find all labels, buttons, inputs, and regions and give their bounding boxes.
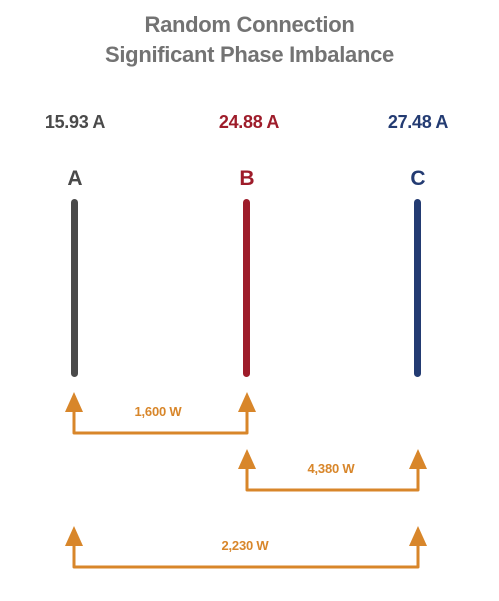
phase-b-current: 24.88 A: [218, 112, 280, 132]
connection-b-c-line: [245, 467, 420, 492]
connection-a-b-power: 1,600 W: [134, 404, 182, 419]
title-line-2: Significant Phase Imbalance: [105, 42, 394, 67]
phase-b-label: B: [239, 167, 255, 190]
arrowhead-c-1: [409, 449, 427, 469]
connection-a-c-line: [72, 544, 420, 569]
connection-a-c-power: 2,230 W: [221, 538, 269, 553]
title-line-1: Random Connection: [144, 12, 355, 37]
arrowhead-a-1: [65, 392, 83, 412]
arrowhead-c-2: [409, 526, 427, 546]
arrowhead-b-1: [238, 392, 256, 412]
phase-a-label: A: [67, 167, 83, 190]
phase-c-bar: [414, 199, 421, 377]
phase-c-current: 27.48 A: [387, 112, 449, 132]
phase-c-label: C: [410, 167, 426, 190]
phase-a-bar: [71, 199, 78, 377]
connection-b-c-power: 4,380 W: [307, 461, 355, 476]
arrowhead-b-2: [238, 449, 256, 469]
arrowhead-a-2: [65, 526, 83, 546]
phase-a-current: 15.93 A: [44, 112, 106, 132]
connection-a-b-line: [72, 410, 249, 435]
phase-b-bar: [243, 199, 250, 377]
